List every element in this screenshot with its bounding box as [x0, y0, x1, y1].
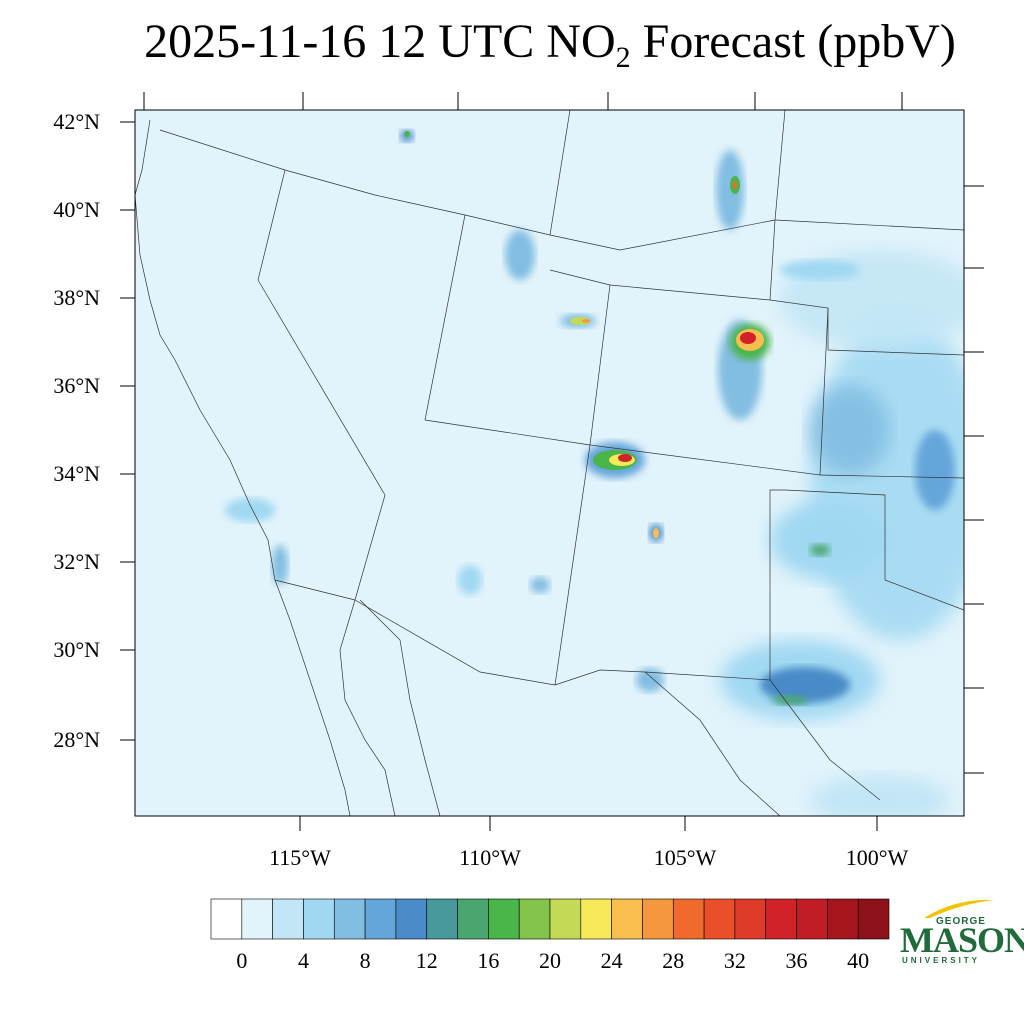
colorbar-tick-label: 36 [785, 948, 808, 973]
az-nm-border [554, 444, 591, 686]
west-texas-line [810, 544, 830, 556]
colorbar-swatch-20 [827, 898, 859, 940]
colorbar-swatch-10 [518, 898, 551, 940]
baja-coast [339, 599, 396, 816]
lat-label-32: 32°N [53, 549, 100, 574]
colorbar-swatch-17 [734, 898, 767, 940]
colorbar-swatch-13 [611, 898, 643, 940]
colorbar-tick-label: 24 [600, 948, 623, 973]
colorbar-swatch-9 [488, 898, 520, 940]
logo-university: UNIVERSITY [902, 956, 981, 965]
lat-label-40: 40°N [53, 197, 100, 222]
la-haze [225, 498, 275, 522]
political-boundaries [135, 110, 964, 816]
colorbar-swatch-7 [426, 898, 458, 940]
colorbar-swatch-6 [395, 898, 428, 940]
plains-haze-east [810, 320, 964, 640]
colorbar-swatch-0 [210, 898, 243, 940]
mexico-border [274, 579, 356, 601]
chart-title: 2025-11-16 12 UTC NO2 Forecast (ppbV) [0, 12, 1024, 74]
lat-label-36: 36°N [53, 373, 100, 398]
phoenix-haze [458, 565, 482, 595]
az-nv-ca [354, 419, 964, 686]
lat-label-30: 30°N [53, 637, 100, 662]
colorbar-swatch-14 [642, 898, 674, 940]
nebraska-haze [780, 260, 860, 280]
colorbar-swatch-15 [672, 898, 705, 940]
colorbar-swatch-1 [241, 898, 273, 940]
utah-plant-center [582, 319, 590, 323]
tucson-haze [530, 577, 550, 593]
colorbar-tick-label: 8 [359, 948, 371, 973]
lon-label-115: 115°W [269, 845, 331, 870]
tick-marks [120, 92, 984, 831]
four-corners-core [618, 454, 632, 462]
abq-core [653, 528, 659, 538]
colorbar-tick-label: 4 [297, 948, 309, 973]
coastline [135, 119, 351, 816]
logo-mason: MASON [900, 920, 1024, 960]
colorbar-tick-label: 16 [477, 948, 500, 973]
gmu-logo: GEORGE MASON UNIVERSITY [898, 896, 1024, 970]
colorbar-swatch-8 [457, 898, 489, 940]
oklahoma-core [915, 430, 955, 510]
ut-co-border [549, 110, 786, 301]
title-suffix: Forecast (ppbV) [630, 15, 956, 68]
colorbar-tick-label: 32 [723, 948, 746, 973]
lon-label-100: 100°W [845, 845, 909, 870]
denver-core [740, 332, 756, 344]
utah-plant-core [570, 317, 590, 325]
title-subscript: 2 [615, 41, 631, 74]
lon-label-105: 105°W [653, 845, 717, 870]
wyoming-center [733, 181, 737, 189]
concentration-field [225, 130, 964, 816]
colorbar-swatch-11 [549, 898, 582, 940]
rio-grande [644, 671, 781, 816]
oklahoma-haze [810, 385, 890, 475]
logo-george: GEORGE [936, 916, 986, 927]
wyoming-haze [716, 150, 744, 230]
ca-nv-border [257, 169, 386, 496]
colorbar-swatch-3 [303, 898, 335, 940]
colorbar-tick-label: 0 [236, 948, 248, 973]
colorbar-swatch-19 [796, 898, 828, 940]
colorbar-swatch-4 [333, 898, 366, 940]
lat-label-28: 28°N [53, 727, 100, 752]
colorbar-swatch-16 [703, 898, 736, 940]
el-paso-haze [636, 668, 664, 692]
gulf-california [359, 599, 441, 816]
colorbar-swatch-21 [857, 898, 890, 940]
south-texas-haze [810, 775, 950, 816]
idaho-core [404, 131, 410, 137]
lat-label-38: 38°N [53, 285, 100, 310]
map-frame [134, 109, 965, 817]
colorbar [210, 898, 890, 940]
lon-label-110: 110°W [459, 845, 521, 870]
permian-core [760, 667, 850, 703]
lat-label-42: 42°N [53, 109, 100, 134]
colorbar-tick-label: 28 [662, 948, 685, 973]
lat-label-34: 34°N [53, 461, 100, 486]
title-prefix: 2025-11-16 12 UTC NO [144, 15, 616, 68]
san-diego-haze [272, 545, 288, 585]
colorbar-tick-label: 40 [847, 948, 870, 973]
logo-swoosh-icon [924, 899, 994, 918]
permian-core-green [772, 695, 808, 705]
colorbar-tick-label: 20 [539, 948, 561, 973]
texas-haze [770, 500, 890, 580]
kansas-ok [774, 219, 964, 479]
colorbar-tick-label: 12 [415, 948, 438, 973]
colorbar-swatch-5 [364, 898, 397, 940]
colorbar-swatch-12 [580, 898, 612, 940]
colorbar-swatch-2 [272, 898, 304, 940]
nv-ut-border [424, 214, 466, 421]
texas-border [769, 679, 881, 801]
colorbar-swatch-18 [765, 898, 797, 940]
salt-lake-haze [505, 230, 535, 280]
